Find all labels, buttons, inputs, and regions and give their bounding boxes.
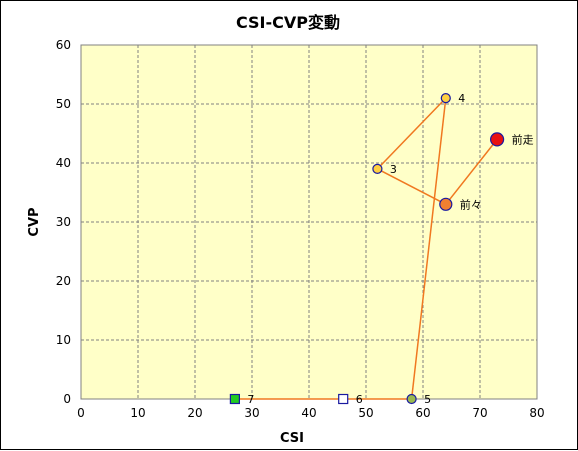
y-tick-label: 0 [63, 392, 71, 406]
tick-labels: 0 10 20 30 40 50 60 70 80 0 10 20 30 40 50 60 [56, 38, 545, 420]
y-tick-label: 40 [56, 156, 71, 170]
point-label: 6 [356, 393, 363, 406]
connector-segment [376, 97, 447, 170]
x-tick-label: 30 [244, 406, 259, 420]
point-label: 3 [390, 163, 397, 176]
data-point-5 [406, 393, 417, 405]
chart-title: CSI-CVP変動 [236, 13, 340, 32]
y-tick-label: 60 [56, 38, 71, 52]
connector-segment [410, 98, 447, 400]
x-tick-label: 10 [130, 406, 145, 420]
y-tick-label: 10 [56, 333, 71, 347]
x-tick-label: 50 [358, 406, 373, 420]
data-point-3 [372, 163, 383, 174]
data-point-7 [229, 393, 240, 405]
x-tick-label: 60 [415, 406, 430, 420]
point-label: 4 [458, 92, 465, 105]
point-label: 5 [424, 393, 431, 406]
point-label: 前々 [460, 197, 482, 211]
grid-layer [81, 45, 537, 399]
x-tick-label: 0 [77, 406, 85, 420]
y-tick-label: 50 [56, 97, 71, 111]
x-tick-label: 70 [472, 406, 487, 420]
data-points [229, 92, 505, 405]
y-tick-label: 30 [56, 215, 71, 229]
x-tick-label: 20 [187, 406, 202, 420]
y-tick-label: 20 [56, 274, 71, 288]
connector-segment [445, 138, 498, 205]
connector-lines [234, 97, 498, 400]
data-point-前々 [439, 197, 453, 211]
x-axis-title: CSI [280, 431, 304, 446]
x-tick-label: 80 [529, 406, 544, 420]
data-point-4 [440, 92, 451, 104]
point-label: 前走 [512, 132, 534, 146]
y-axis-title: CVP [27, 207, 42, 236]
point-label: 7 [247, 393, 254, 406]
data-point-前走 [490, 132, 505, 147]
x-tick-label: 40 [301, 406, 316, 420]
data-point-6 [338, 393, 349, 405]
